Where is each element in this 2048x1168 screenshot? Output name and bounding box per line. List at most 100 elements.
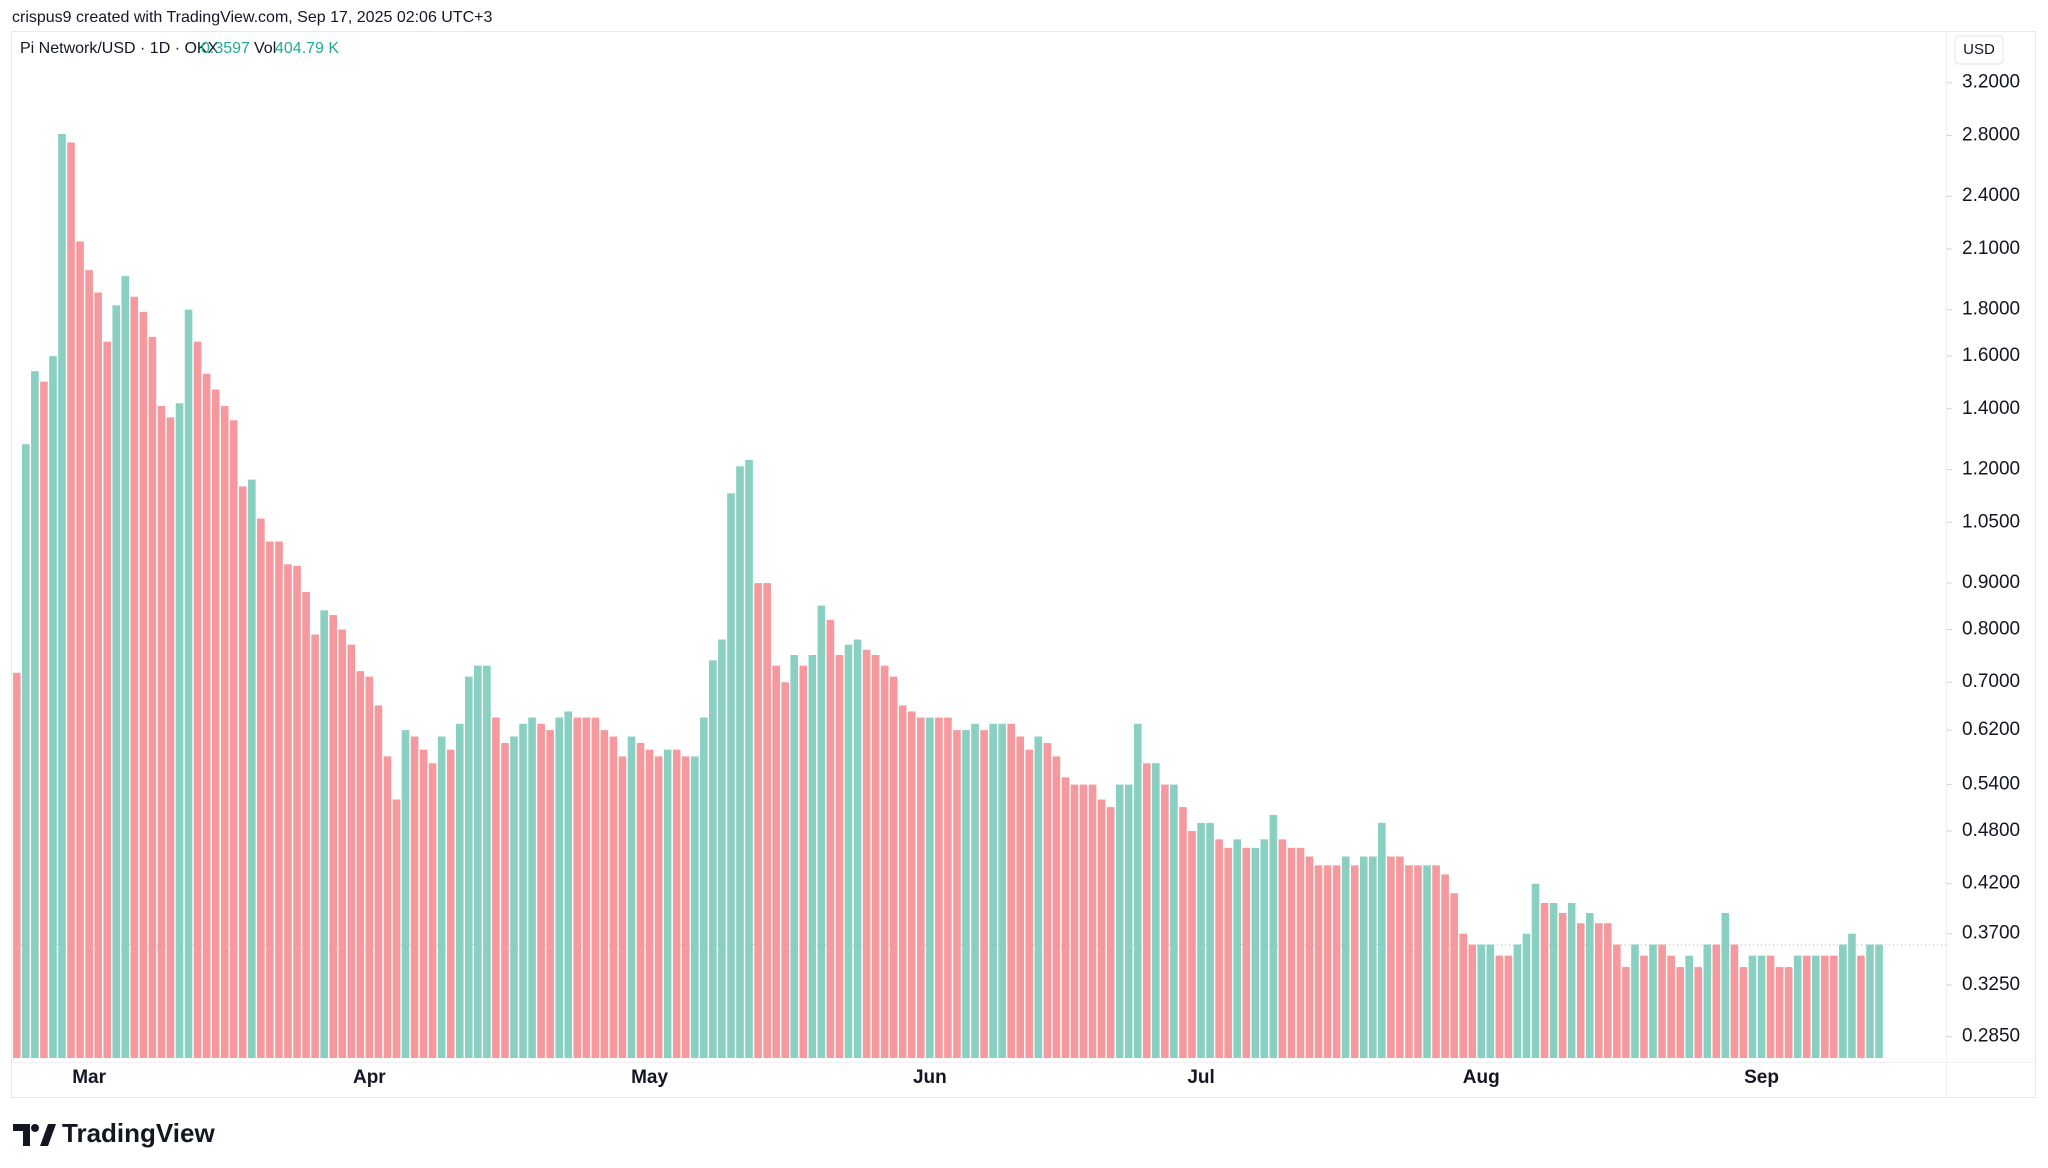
bar bbox=[121, 276, 130, 1058]
bar bbox=[184, 309, 193, 1058]
bar bbox=[654, 756, 663, 1058]
bar bbox=[727, 493, 735, 1058]
bar bbox=[817, 605, 826, 1058]
bar bbox=[67, 142, 75, 1059]
bar bbox=[1323, 865, 1332, 1058]
brand-logo bbox=[13, 1124, 56, 1146]
bar bbox=[1540, 902, 1549, 1058]
bar bbox=[1097, 799, 1106, 1058]
bar bbox=[1703, 944, 1712, 1058]
y-tick-label: 3.2000 bbox=[1962, 72, 2020, 93]
bar bbox=[618, 756, 627, 1058]
bar bbox=[483, 665, 491, 1058]
x-tick-label: Mar bbox=[72, 1067, 106, 1088]
y-tick-label: 1.4000 bbox=[1962, 398, 2020, 419]
bar bbox=[853, 639, 862, 1058]
bar bbox=[1730, 944, 1739, 1058]
bar bbox=[1016, 736, 1025, 1058]
bar bbox=[944, 717, 952, 1058]
bar bbox=[1558, 912, 1567, 1058]
bar bbox=[754, 583, 762, 1058]
bar bbox=[356, 671, 365, 1058]
x-tick-label: Jul bbox=[1187, 1067, 1214, 1088]
bar bbox=[1305, 856, 1314, 1058]
brand-name: TradingView bbox=[62, 1118, 215, 1148]
bar bbox=[1224, 847, 1232, 1058]
bar bbox=[1595, 923, 1603, 1058]
bar bbox=[907, 711, 916, 1058]
bar bbox=[1179, 807, 1187, 1058]
bar bbox=[1531, 883, 1540, 1058]
bar bbox=[971, 723, 979, 1058]
bar bbox=[401, 730, 410, 1058]
bar bbox=[1748, 955, 1757, 1058]
bar bbox=[1712, 944, 1721, 1058]
bar bbox=[392, 799, 401, 1058]
bar bbox=[1061, 777, 1070, 1058]
bar bbox=[880, 665, 889, 1058]
bar bbox=[1658, 944, 1666, 1058]
bar bbox=[1369, 856, 1377, 1058]
bar bbox=[681, 756, 690, 1058]
bar bbox=[591, 717, 600, 1058]
bar bbox=[1115, 784, 1124, 1058]
bar bbox=[709, 660, 717, 1058]
bar bbox=[248, 479, 256, 1058]
bar bbox=[148, 336, 157, 1058]
bar bbox=[1604, 923, 1612, 1058]
bar bbox=[1007, 723, 1015, 1058]
bar bbox=[311, 634, 319, 1058]
bar bbox=[1766, 955, 1775, 1058]
y-tick-label: 0.3250 bbox=[1962, 974, 2020, 995]
bar bbox=[58, 133, 66, 1058]
bar bbox=[953, 730, 961, 1058]
bar bbox=[980, 730, 988, 1058]
bar bbox=[1387, 856, 1395, 1058]
bar bbox=[1269, 814, 1278, 1058]
bar bbox=[808, 655, 817, 1058]
bar bbox=[175, 403, 184, 1059]
bar bbox=[1857, 955, 1865, 1058]
last-price: 0.3597 bbox=[201, 40, 250, 57]
bar bbox=[1495, 955, 1504, 1058]
bar bbox=[193, 341, 202, 1058]
bar bbox=[76, 241, 84, 1058]
bar bbox=[446, 749, 455, 1058]
y-tick-label: 0.4800 bbox=[1962, 820, 2020, 841]
bar bbox=[1613, 944, 1621, 1058]
bar bbox=[202, 373, 211, 1058]
bar bbox=[700, 717, 708, 1058]
bar bbox=[1839, 944, 1847, 1058]
bar bbox=[898, 705, 907, 1058]
bar bbox=[139, 311, 148, 1058]
bar bbox=[103, 341, 111, 1058]
volume-value: 404.79 K bbox=[275, 40, 339, 57]
bar bbox=[1802, 955, 1811, 1058]
bar bbox=[1423, 865, 1431, 1058]
x-tick-label: Apr bbox=[353, 1067, 386, 1088]
bar bbox=[1694, 967, 1703, 1058]
bar bbox=[383, 756, 392, 1058]
currency-label[interactable]: USD bbox=[1963, 41, 1995, 58]
bar bbox=[1133, 723, 1142, 1058]
bar bbox=[745, 459, 753, 1058]
bar bbox=[1667, 955, 1675, 1058]
bar bbox=[781, 682, 789, 1058]
bar bbox=[519, 723, 527, 1058]
bar bbox=[1576, 923, 1585, 1058]
bar bbox=[410, 736, 419, 1058]
bar bbox=[1676, 967, 1684, 1058]
y-tick-label: 0.3700 bbox=[1962, 923, 2020, 944]
bar bbox=[1296, 847, 1305, 1058]
bar bbox=[239, 486, 247, 1058]
bar bbox=[1775, 967, 1784, 1058]
bar bbox=[889, 676, 898, 1058]
y-tick-label: 0.7000 bbox=[1962, 671, 2020, 692]
logo-mark bbox=[13, 1124, 30, 1146]
bar bbox=[1233, 839, 1241, 1058]
bar bbox=[926, 717, 934, 1058]
bar bbox=[85, 270, 93, 1058]
bar bbox=[537, 723, 545, 1058]
currency-button[interactable] bbox=[1954, 35, 2004, 65]
